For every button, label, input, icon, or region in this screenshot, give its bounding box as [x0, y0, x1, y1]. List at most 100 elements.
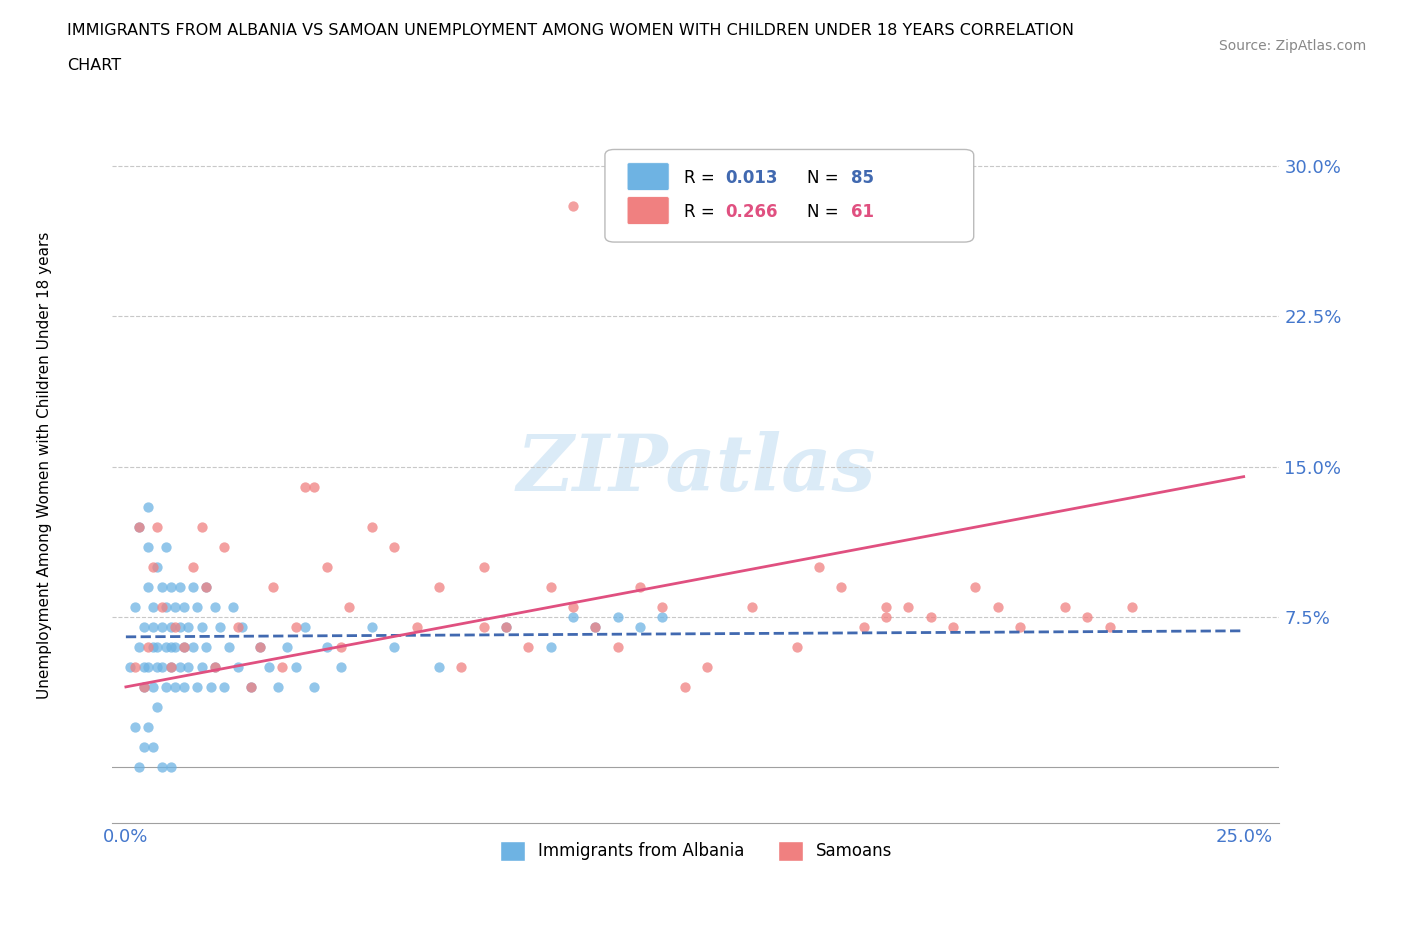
Point — [169, 579, 191, 594]
Point — [741, 599, 763, 614]
Point — [169, 659, 191, 674]
Point — [132, 659, 155, 674]
Point — [562, 599, 585, 614]
Point — [226, 659, 249, 674]
Point — [204, 659, 226, 674]
Point — [159, 659, 181, 674]
Point — [472, 559, 495, 574]
Text: 61: 61 — [851, 204, 875, 221]
Legend: Immigrants from Albania, Samoans: Immigrants from Albania, Samoans — [494, 834, 898, 868]
Point — [495, 619, 517, 634]
Point — [142, 640, 165, 655]
Point — [204, 599, 226, 614]
Point — [128, 519, 150, 534]
Point — [920, 609, 942, 624]
Point — [875, 609, 897, 624]
Point — [329, 640, 352, 655]
Text: ZIPatlas: ZIPatlas — [516, 432, 876, 508]
Point — [142, 680, 165, 695]
Point — [249, 640, 271, 655]
Point — [987, 599, 1010, 614]
Point — [360, 619, 382, 634]
Point — [382, 640, 405, 655]
Point — [165, 680, 187, 695]
Point — [169, 619, 191, 634]
Point — [136, 579, 159, 594]
Point — [177, 619, 200, 634]
Point — [195, 640, 218, 655]
Point — [226, 619, 249, 634]
Point — [339, 599, 361, 614]
Text: 0.266: 0.266 — [725, 204, 778, 221]
Point — [173, 680, 195, 695]
Point — [1076, 609, 1098, 624]
Point — [181, 640, 204, 655]
Point — [186, 599, 208, 614]
Text: 85: 85 — [851, 169, 875, 188]
Point — [142, 619, 165, 634]
Text: Source: ZipAtlas.com: Source: ZipAtlas.com — [1219, 39, 1367, 53]
Point — [651, 599, 673, 614]
Point — [231, 619, 253, 634]
Point — [1053, 599, 1076, 614]
Point — [155, 539, 177, 554]
FancyBboxPatch shape — [627, 163, 669, 191]
Point — [146, 699, 169, 714]
Point — [240, 680, 263, 695]
Point — [450, 659, 472, 674]
Point — [173, 640, 195, 655]
Point — [472, 619, 495, 634]
Text: N =: N = — [807, 204, 844, 221]
Point — [628, 579, 651, 594]
Point — [150, 659, 173, 674]
FancyBboxPatch shape — [605, 150, 974, 242]
Point — [540, 640, 562, 655]
Point — [132, 680, 155, 695]
Point — [191, 619, 214, 634]
Point — [517, 640, 540, 655]
Point — [146, 659, 169, 674]
Point — [204, 659, 226, 674]
Point — [173, 599, 195, 614]
Point — [191, 659, 214, 674]
Point — [562, 609, 585, 624]
Point — [128, 760, 150, 775]
Text: R =: R = — [685, 169, 720, 188]
Point — [267, 680, 290, 695]
Text: 0.013: 0.013 — [725, 169, 778, 188]
Point — [942, 619, 965, 634]
Point — [249, 640, 271, 655]
Point — [651, 609, 673, 624]
Point — [427, 659, 450, 674]
Point — [142, 739, 165, 754]
Point — [316, 559, 339, 574]
Point — [159, 640, 181, 655]
Point — [142, 599, 165, 614]
Text: IMMIGRANTS FROM ALBANIA VS SAMOAN UNEMPLOYMENT AMONG WOMEN WITH CHILDREN UNDER 1: IMMIGRANTS FROM ALBANIA VS SAMOAN UNEMPL… — [67, 23, 1074, 38]
Point — [673, 680, 696, 695]
Point — [696, 659, 718, 674]
Point — [222, 599, 245, 614]
Point — [214, 680, 236, 695]
Point — [173, 640, 195, 655]
Text: CHART: CHART — [67, 58, 121, 73]
Point — [155, 680, 177, 695]
Point — [875, 599, 897, 614]
Text: Unemployment Among Women with Children Under 18 years: Unemployment Among Women with Children U… — [38, 232, 52, 698]
Point — [120, 659, 142, 674]
Point — [257, 659, 280, 674]
Point — [540, 579, 562, 594]
Point — [159, 579, 181, 594]
Point — [132, 739, 155, 754]
Point — [132, 680, 155, 695]
Point — [150, 760, 173, 775]
Point — [606, 609, 628, 624]
Point — [186, 680, 208, 695]
Point — [150, 579, 173, 594]
Point — [302, 479, 325, 494]
Point — [786, 640, 808, 655]
Point — [271, 659, 294, 674]
Point — [128, 640, 150, 655]
Point — [124, 599, 146, 614]
Point — [628, 619, 651, 634]
